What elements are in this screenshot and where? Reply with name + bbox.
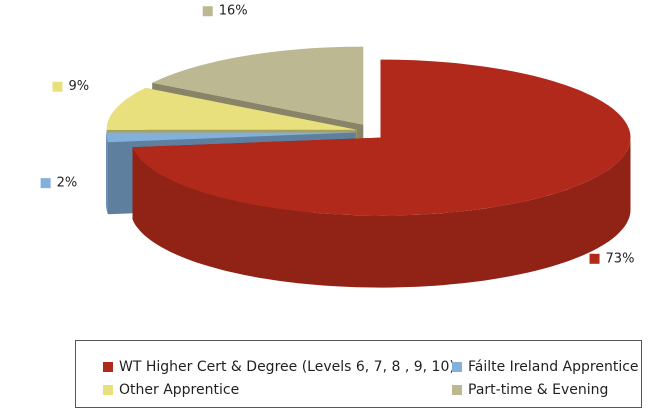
legend-swatch [452,385,462,395]
legend-label: Other Apprentice [119,382,239,398]
pie [106,46,631,288]
legend-label: WT Higher Cert & Degree (Levels 6, 7, 8 … [119,359,455,375]
legend-box [75,340,642,408]
label-swatch [40,178,51,189]
slice [106,87,357,130]
data-label: 9% [68,79,89,94]
legend-swatch [452,362,462,372]
legend-label: Fáilte Ireland Apprentice [468,359,639,375]
data-label: 2% [57,176,78,191]
label-swatch [52,81,63,92]
slice-wall [106,132,108,215]
label-swatch [202,6,213,17]
slice [106,132,356,143]
legend: WT Higher Cert & Degree (Levels 6, 7, 8 … [103,359,639,398]
legend-swatch [103,385,113,395]
legend-swatch [103,362,113,372]
label-swatch [589,253,600,264]
legend-label: Part-time & Evening [468,382,608,398]
data-label: 73% [606,251,635,266]
labels: 16% 9% 2% 73% [40,4,635,266]
slice [132,59,631,216]
slice-wall [132,137,631,288]
data-label: 16% [219,4,248,19]
slice [152,46,364,125]
